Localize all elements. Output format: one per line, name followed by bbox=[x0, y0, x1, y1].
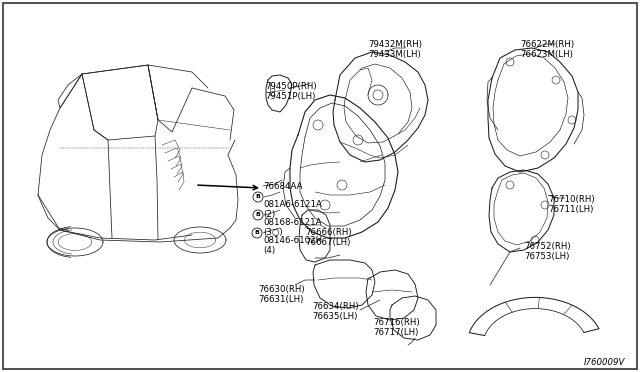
Text: 76716(RH)
76717(LH): 76716(RH) 76717(LH) bbox=[373, 318, 420, 337]
Text: I760009V: I760009V bbox=[584, 358, 625, 367]
Text: 76666(RH)
76667(LH): 76666(RH) 76667(LH) bbox=[305, 228, 351, 247]
Text: 76634(RH)
76635(LH): 76634(RH) 76635(LH) bbox=[312, 302, 358, 321]
Text: 76752(RH)
76753(LH): 76752(RH) 76753(LH) bbox=[524, 242, 571, 262]
Text: 76684AA: 76684AA bbox=[263, 182, 303, 191]
Text: 08146-6102H
(4): 08146-6102H (4) bbox=[263, 236, 322, 256]
Text: B: B bbox=[255, 231, 259, 235]
Text: 08168-6121A
(3○): 08168-6121A (3○) bbox=[263, 218, 321, 237]
Text: B: B bbox=[255, 212, 260, 218]
Text: 76622M(RH)
76623M(LH): 76622M(RH) 76623M(LH) bbox=[520, 40, 574, 60]
Text: 79432M(RH)
79433M(LH): 79432M(RH) 79433M(LH) bbox=[368, 40, 422, 60]
Text: 081A6-6121A
(2): 081A6-6121A (2) bbox=[263, 200, 322, 219]
Text: 76710(RH)
76711(LH): 76710(RH) 76711(LH) bbox=[548, 195, 595, 214]
Text: B: B bbox=[255, 195, 260, 199]
Text: 79450P(RH)
79451P(LH): 79450P(RH) 79451P(LH) bbox=[265, 82, 317, 102]
Text: 76630(RH)
76631(LH): 76630(RH) 76631(LH) bbox=[258, 285, 305, 304]
